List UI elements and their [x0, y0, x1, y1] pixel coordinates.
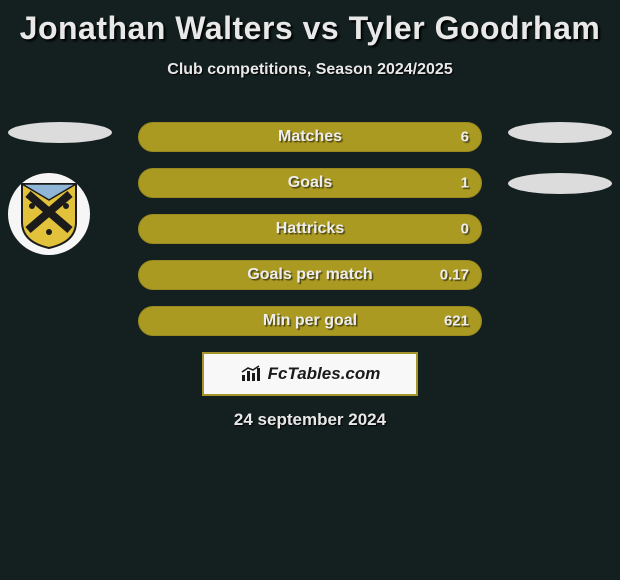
stat-bar: Matches 6	[138, 122, 482, 152]
stat-value-right: 6	[461, 129, 469, 146]
stat-bar: Hattricks 0	[138, 214, 482, 244]
stat-label: Goals	[139, 174, 481, 192]
club-badge-icon	[18, 178, 80, 250]
player-left-column	[8, 122, 112, 255]
stat-value-right: 1	[461, 175, 469, 192]
stat-bars: Matches 6 Goals 1 Hattricks 0 Goals per …	[138, 122, 482, 352]
stat-bar: Min per goal 621	[138, 306, 482, 336]
stat-value-right: 621	[444, 313, 469, 330]
player-right-column	[508, 122, 612, 224]
brand-box: FcTables.com	[202, 352, 418, 396]
stat-value-right: 0.17	[440, 267, 469, 284]
brand-label: FcTables.com	[268, 364, 381, 384]
stat-label: Min per goal	[139, 312, 481, 330]
subtitle: Club competitions, Season 2024/2025	[0, 61, 620, 79]
page-title: Jonathan Walters vs Tyler Goodrham	[0, 0, 620, 47]
stat-value-right: 0	[461, 221, 469, 238]
stat-bar: Goals per match 0.17	[138, 260, 482, 290]
player-right-placeholder	[508, 173, 612, 194]
chart-icon	[240, 365, 262, 383]
player-right-placeholder	[508, 122, 612, 143]
stat-bar: Goals 1	[138, 168, 482, 198]
stat-label: Matches	[139, 128, 481, 146]
club-badge	[8, 173, 90, 255]
date-label: 24 september 2024	[0, 410, 620, 430]
stat-label: Hattricks	[139, 220, 481, 238]
player-left-placeholder	[8, 122, 112, 143]
stat-label: Goals per match	[139, 266, 481, 284]
